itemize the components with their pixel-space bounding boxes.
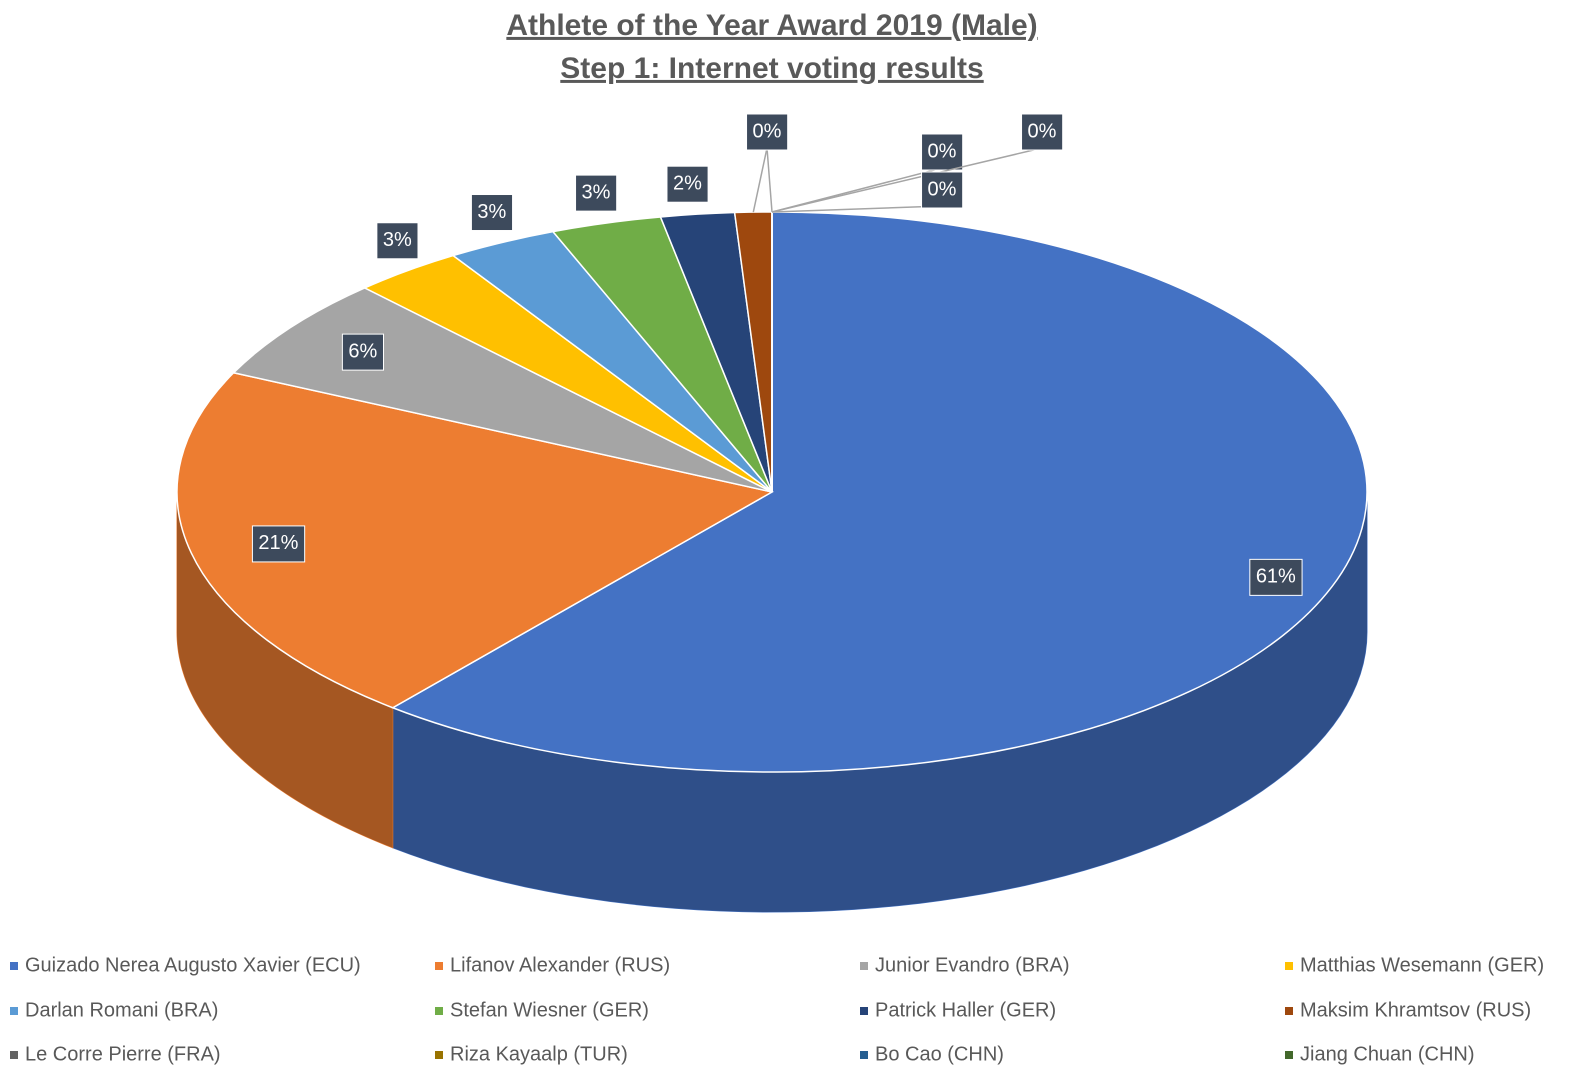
leader-line [766, 147, 773, 213]
legend-swatch [1285, 1051, 1293, 1059]
legend-swatch [1285, 962, 1293, 970]
legend-swatch [860, 1007, 868, 1015]
legend-swatch [435, 962, 443, 970]
legend-label: Le Corre Pierre (FRA) [25, 1043, 221, 1065]
data-label: 21% [258, 532, 298, 554]
slice-side-shade [177, 492, 393, 848]
data-label-box [921, 171, 964, 209]
slice-side-shade [392, 492, 1367, 912]
legend: Guizado Nerea Augusto Xavier (ECU) Lifano… [10, 954, 1544, 1065]
data-label-box [666, 165, 709, 203]
data-label: 61% [1256, 566, 1296, 588]
legend-label: Matthias Wesemann (GER) [1300, 954, 1544, 976]
legend-label: Darlan Romani (BRA) [25, 999, 218, 1021]
leader-line [771, 147, 1043, 213]
legend-label: Riza Kayaalp (TUR) [450, 1043, 628, 1065]
legend-swatch [1285, 1007, 1293, 1015]
legend-label: Junior Evandro (BRA) [875, 954, 1070, 976]
data-label: 0% [753, 120, 782, 142]
legend-label: Stefan Wiesner (GER) [450, 999, 649, 1021]
pie [176, 211, 1368, 913]
legend-swatch [10, 962, 18, 970]
chart-title: Athlete of the Year Award 2019 (Male) [506, 9, 1037, 42]
data-label-box [575, 174, 618, 212]
data-label: 3% [477, 201, 506, 223]
data-label: 0% [1028, 120, 1057, 142]
chart-subtitle: Step 1: Internet voting results [560, 52, 983, 85]
data-label: 3% [582, 181, 611, 203]
legend-swatch [435, 1007, 443, 1015]
legend-swatch [10, 1051, 18, 1059]
leader-line [771, 205, 943, 213]
data-label-box [1249, 558, 1303, 596]
data-label-box [341, 333, 385, 371]
legend-label: Lifanov Alexander (RUS) [450, 954, 670, 976]
legend-label: Guizado Nerea Augusto Xavier (ECU) [25, 954, 361, 976]
data-label-box [1021, 113, 1064, 151]
data-label-box [251, 525, 306, 563]
legend-label: Bo Cao (CHN) [875, 1043, 1004, 1065]
data-label: 6% [348, 340, 377, 362]
legend-swatch [860, 962, 868, 970]
legend-swatch [435, 1051, 443, 1059]
data-labels: 61%21%6%3%3%3%2%1%0%0%0%0% [251, 113, 1303, 596]
data-label: 2% [673, 172, 702, 194]
legend-swatch [10, 1007, 18, 1015]
legend-label: Maksim Khramtsov (RUS) [1300, 999, 1531, 1021]
data-label-box [746, 113, 789, 151]
legend-label: Patrick Haller (GER) [875, 999, 1056, 1021]
slice [390, 211, 1368, 773]
slice [176, 371, 775, 709]
data-label-box [376, 222, 419, 260]
data-label: 3% [383, 229, 412, 251]
data-label: 0% [928, 178, 957, 200]
data-label-box [921, 133, 964, 171]
data-label-box [470, 194, 514, 232]
legend-label: Jiang Chuan (CHN) [1300, 1043, 1475, 1065]
leader-line [752, 147, 768, 213]
legend-swatch [860, 1051, 868, 1059]
data-label: 0% [928, 140, 957, 162]
